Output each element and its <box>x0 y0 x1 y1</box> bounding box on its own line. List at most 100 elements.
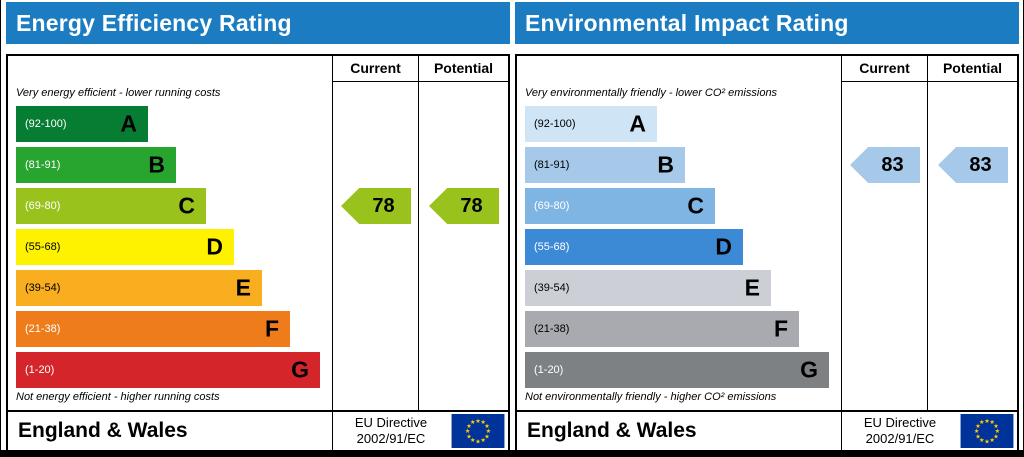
energy-band-c: (69-80) C <box>16 188 206 224</box>
svg-text:★: ★ <box>995 428 1001 435</box>
environmental-region-label: England & Wales <box>527 419 697 442</box>
svg-text:★: ★ <box>484 433 490 440</box>
environmental-impact-panel: Environmental Impact Rating Current Pote… <box>515 2 1019 452</box>
environmental-potential-column-header: Potential <box>927 56 1017 82</box>
energy-potential-column-header: Potential <box>418 56 508 82</box>
energy-efficiency-panel: Energy Efficiency Rating Current Potenti… <box>6 2 510 452</box>
energy-panel-title: Energy Efficiency Rating <box>6 2 510 44</box>
energy-potential-column: 78 <box>418 82 508 410</box>
environmental-directive-cell: EU Directive 2002/91/EC ★ ★ ★ ★ ★ ★ ★ ★ ★ ★ ★ ★ <box>841 412 1017 450</box>
environmental-band-a: (92-100) A <box>525 106 657 142</box>
svg-text:★: ★ <box>984 439 990 446</box>
band-letter: D <box>206 233 223 260</box>
svg-text:★: ★ <box>475 418 481 425</box>
energy-directive-cell: EU Directive 2002/91/EC ★ ★ ★ ★ ★ ★ ★ ★ ★ ★ ★ ★ <box>332 412 508 450</box>
environmental-band-c: (69-80) C <box>525 188 715 224</box>
environmental-top-caption: Very environmentally friendly - lower CO… <box>525 87 778 99</box>
environmental-footer-row: England & Wales EU Directive 2002/91/EC … <box>517 410 1017 450</box>
environmental-potential-column: 83 <box>927 82 1017 410</box>
environmental-band-chart: Very environmentally friendly - lower CO… <box>517 82 841 410</box>
eu-flag-icon: ★ ★★ ★★★ ★★★ ★★★ <box>451 414 505 448</box>
eu-directive-line2: 2002/91/EC <box>865 431 935 446</box>
energy-bottom-caption: Not energy efficient - higher running co… <box>16 391 220 403</box>
eu-directive-text: EU Directive 2002/91/EC <box>336 415 446 446</box>
energy-band-g: (1-20) G <box>16 352 320 388</box>
svg-text:★: ★ <box>974 428 980 435</box>
environmental-table-header-row: Current Potential <box>517 56 1017 82</box>
band-range: (69-80) <box>25 200 61 212</box>
energy-bands: (92-100) A (81-91) B (69-80) C <box>16 106 332 393</box>
energy-rating-table: Current Potential Very energy efficient … <box>6 54 510 452</box>
band-range: (1-20) <box>25 364 55 376</box>
band-range: (81-91) <box>25 159 61 171</box>
environmental-chart-row: Very environmentally friendly - lower CO… <box>517 82 1017 410</box>
svg-text:★: ★ <box>466 423 472 430</box>
environmental-panel-title: Environmental Impact Rating <box>515 2 1019 44</box>
band-letter: C <box>178 192 195 219</box>
bottom-black-bar <box>1 450 1023 457</box>
energy-chart-header-spacer <box>8 56 332 82</box>
energy-band-d: (55-68) D <box>16 229 234 265</box>
environmental-band-b: (81-91) B <box>525 147 685 183</box>
energy-band-b: (81-91) B <box>16 147 176 183</box>
band-letter: G <box>800 356 818 383</box>
environmental-band-g: (1-20) G <box>525 352 829 388</box>
band-letter: B <box>657 151 674 178</box>
band-letter: D <box>715 233 732 260</box>
environmental-rating-table: Current Potential Very environmentally f… <box>515 54 1019 452</box>
band-range: (39-54) <box>25 282 61 294</box>
environmental-current-column-header: Current <box>841 56 927 82</box>
svg-text:★: ★ <box>480 437 486 444</box>
environmental-potential-rating-arrow: 83 <box>938 147 1008 183</box>
environmental-band-e: (39-54) E <box>525 270 771 306</box>
energy-top-caption: Very energy efficient - lower running co… <box>16 87 221 99</box>
svg-text:★: ★ <box>484 423 490 430</box>
eu-directive-line1: EU Directive <box>354 415 428 431</box>
energy-region-label: England & Wales <box>18 419 188 442</box>
environmental-band-d: (55-68) D <box>525 229 743 265</box>
band-range: (21-38) <box>25 323 61 335</box>
energy-footer-row: England & Wales EU Directive 2002/91/EC … <box>8 410 508 450</box>
band-letter: A <box>120 110 137 137</box>
svg-text:★: ★ <box>989 437 995 444</box>
energy-current-column-header: Current <box>332 56 418 82</box>
energy-chart-row: Very energy efficient - lower running co… <box>8 82 508 410</box>
eu-flag-icon: ★ ★★ ★★★ ★★★ ★★★ <box>960 414 1014 448</box>
band-range: (55-68) <box>25 241 61 253</box>
environmental-bottom-caption: Not environmentally friendly - higher CO… <box>525 391 777 403</box>
svg-text:★: ★ <box>470 437 476 444</box>
svg-text:★: ★ <box>466 433 472 440</box>
environmental-bands: (92-100) A (81-91) B (69-80) C <box>525 106 841 393</box>
energy-potential-value: 78 <box>460 194 483 217</box>
band-letter: C <box>687 192 704 219</box>
environmental-current-rating-arrow: 83 <box>850 147 920 183</box>
svg-text:★: ★ <box>975 433 981 440</box>
svg-text:★: ★ <box>993 433 999 440</box>
eu-directive-line2: 2002/91/EC <box>356 431 426 446</box>
band-range: (21-38) <box>534 323 570 335</box>
energy-band-f: (21-38) F <box>16 311 290 347</box>
band-letter: A <box>629 110 646 137</box>
band-letter: E <box>744 274 760 301</box>
band-range: (81-91) <box>534 159 570 171</box>
svg-text:★: ★ <box>475 439 481 446</box>
environmental-current-column: 83 <box>841 82 927 410</box>
band-letter: E <box>235 274 251 301</box>
svg-text:★: ★ <box>979 437 985 444</box>
band-letter: G <box>291 356 309 383</box>
band-letter: F <box>264 315 279 342</box>
energy-band-e: (39-54) E <box>16 270 262 306</box>
environmental-potential-value: 83 <box>969 153 992 176</box>
band-range: (55-68) <box>534 241 570 253</box>
svg-text:★: ★ <box>480 419 486 426</box>
band-range: (39-54) <box>534 282 570 294</box>
band-range: (92-100) <box>534 118 576 130</box>
energy-potential-rating-arrow: 78 <box>429 188 499 224</box>
energy-band-a: (92-100) A <box>16 106 148 142</box>
band-range: (69-80) <box>534 200 570 212</box>
energy-table-header-row: Current Potential <box>8 56 508 82</box>
energy-current-rating-arrow: 78 <box>341 188 411 224</box>
svg-text:★: ★ <box>984 418 990 425</box>
